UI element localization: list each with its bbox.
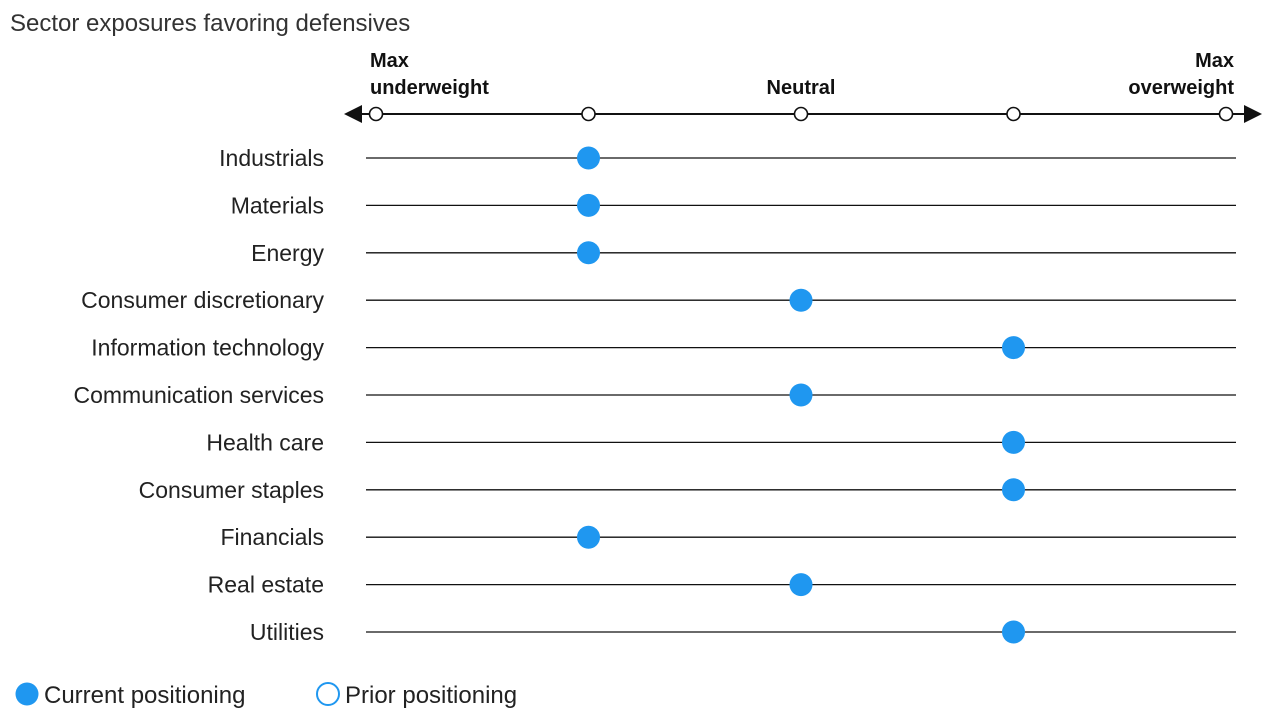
- sector-label: Consumer staples: [139, 477, 324, 503]
- legend: Current positioning Prior positioning: [15, 682, 517, 709]
- sector-label: Health care: [206, 429, 324, 455]
- scale-label-text: Max: [1195, 50, 1234, 72]
- scale-tick-marker: [368, 106, 384, 122]
- chart-title: Sector exposures favoring defensives: [10, 10, 410, 37]
- current-position-point: [577, 146, 600, 170]
- sector-label: Materials: [231, 192, 324, 218]
- current-position-point: [789, 383, 813, 407]
- sector-row: Communication services: [73, 382, 1236, 408]
- sector-row: Consumer discretionary: [81, 287, 1236, 313]
- sector-row: Health care: [206, 429, 1236, 455]
- sector-row: Information technology: [91, 335, 1236, 361]
- current-position-point: [577, 241, 600, 265]
- sector-label: Real estate: [208, 572, 324, 598]
- sector-label: Information technology: [91, 335, 324, 361]
- sector-row: Materials: [231, 192, 1236, 218]
- positioning-scale-labels: Max underweight Neutral Max overweight: [370, 50, 1234, 99]
- current-position-point: [577, 193, 600, 217]
- legend-filled-marker-icon: [15, 682, 39, 706]
- current-position-point: [789, 573, 813, 597]
- sector-row: Energy: [251, 240, 1236, 266]
- sector-label: Communication services: [73, 382, 324, 408]
- sector-rows: Industrials Materials Energy Consumer discr…: [73, 145, 1236, 645]
- scale-label-text: Neutral: [767, 77, 836, 99]
- sector-label: Energy: [251, 240, 324, 266]
- sector-row: Industrials: [219, 145, 1236, 171]
- sector-row: Real estate: [208, 572, 1236, 598]
- legend-label: Current positioning: [44, 682, 245, 709]
- current-position-point: [1002, 430, 1025, 454]
- sector-label: Financials: [220, 524, 324, 550]
- arrow-right-icon: [1244, 105, 1262, 123]
- sector-label: Industrials: [219, 145, 324, 171]
- scale-label-text: underweight: [370, 77, 489, 99]
- positioning-scale-axis: [344, 105, 1262, 123]
- current-position-point: [577, 525, 600, 549]
- legend-hollow-marker-icon: [316, 682, 340, 706]
- sector-row: Consumer staples: [139, 477, 1236, 503]
- current-position-point: [1002, 478, 1025, 502]
- scale-tick-marker: [793, 106, 809, 122]
- sector-label: Utilities: [250, 619, 324, 645]
- scale-label-text: Max: [370, 50, 409, 72]
- current-position-point: [1002, 620, 1025, 644]
- scale-tick-marker: [1218, 106, 1234, 122]
- scale-tick-marker: [1006, 106, 1021, 122]
- current-position-point: [1002, 336, 1025, 360]
- sector-label: Consumer discretionary: [81, 287, 324, 313]
- sector-row: Financials: [220, 524, 1236, 550]
- scale-tick-marker: [581, 106, 596, 122]
- sector-row: Utilities: [250, 619, 1236, 645]
- current-position-point: [789, 288, 813, 312]
- legend-label: Prior positioning: [345, 682, 517, 709]
- scale-label-text: overweight: [1128, 77, 1234, 99]
- arrow-left-icon: [344, 105, 362, 123]
